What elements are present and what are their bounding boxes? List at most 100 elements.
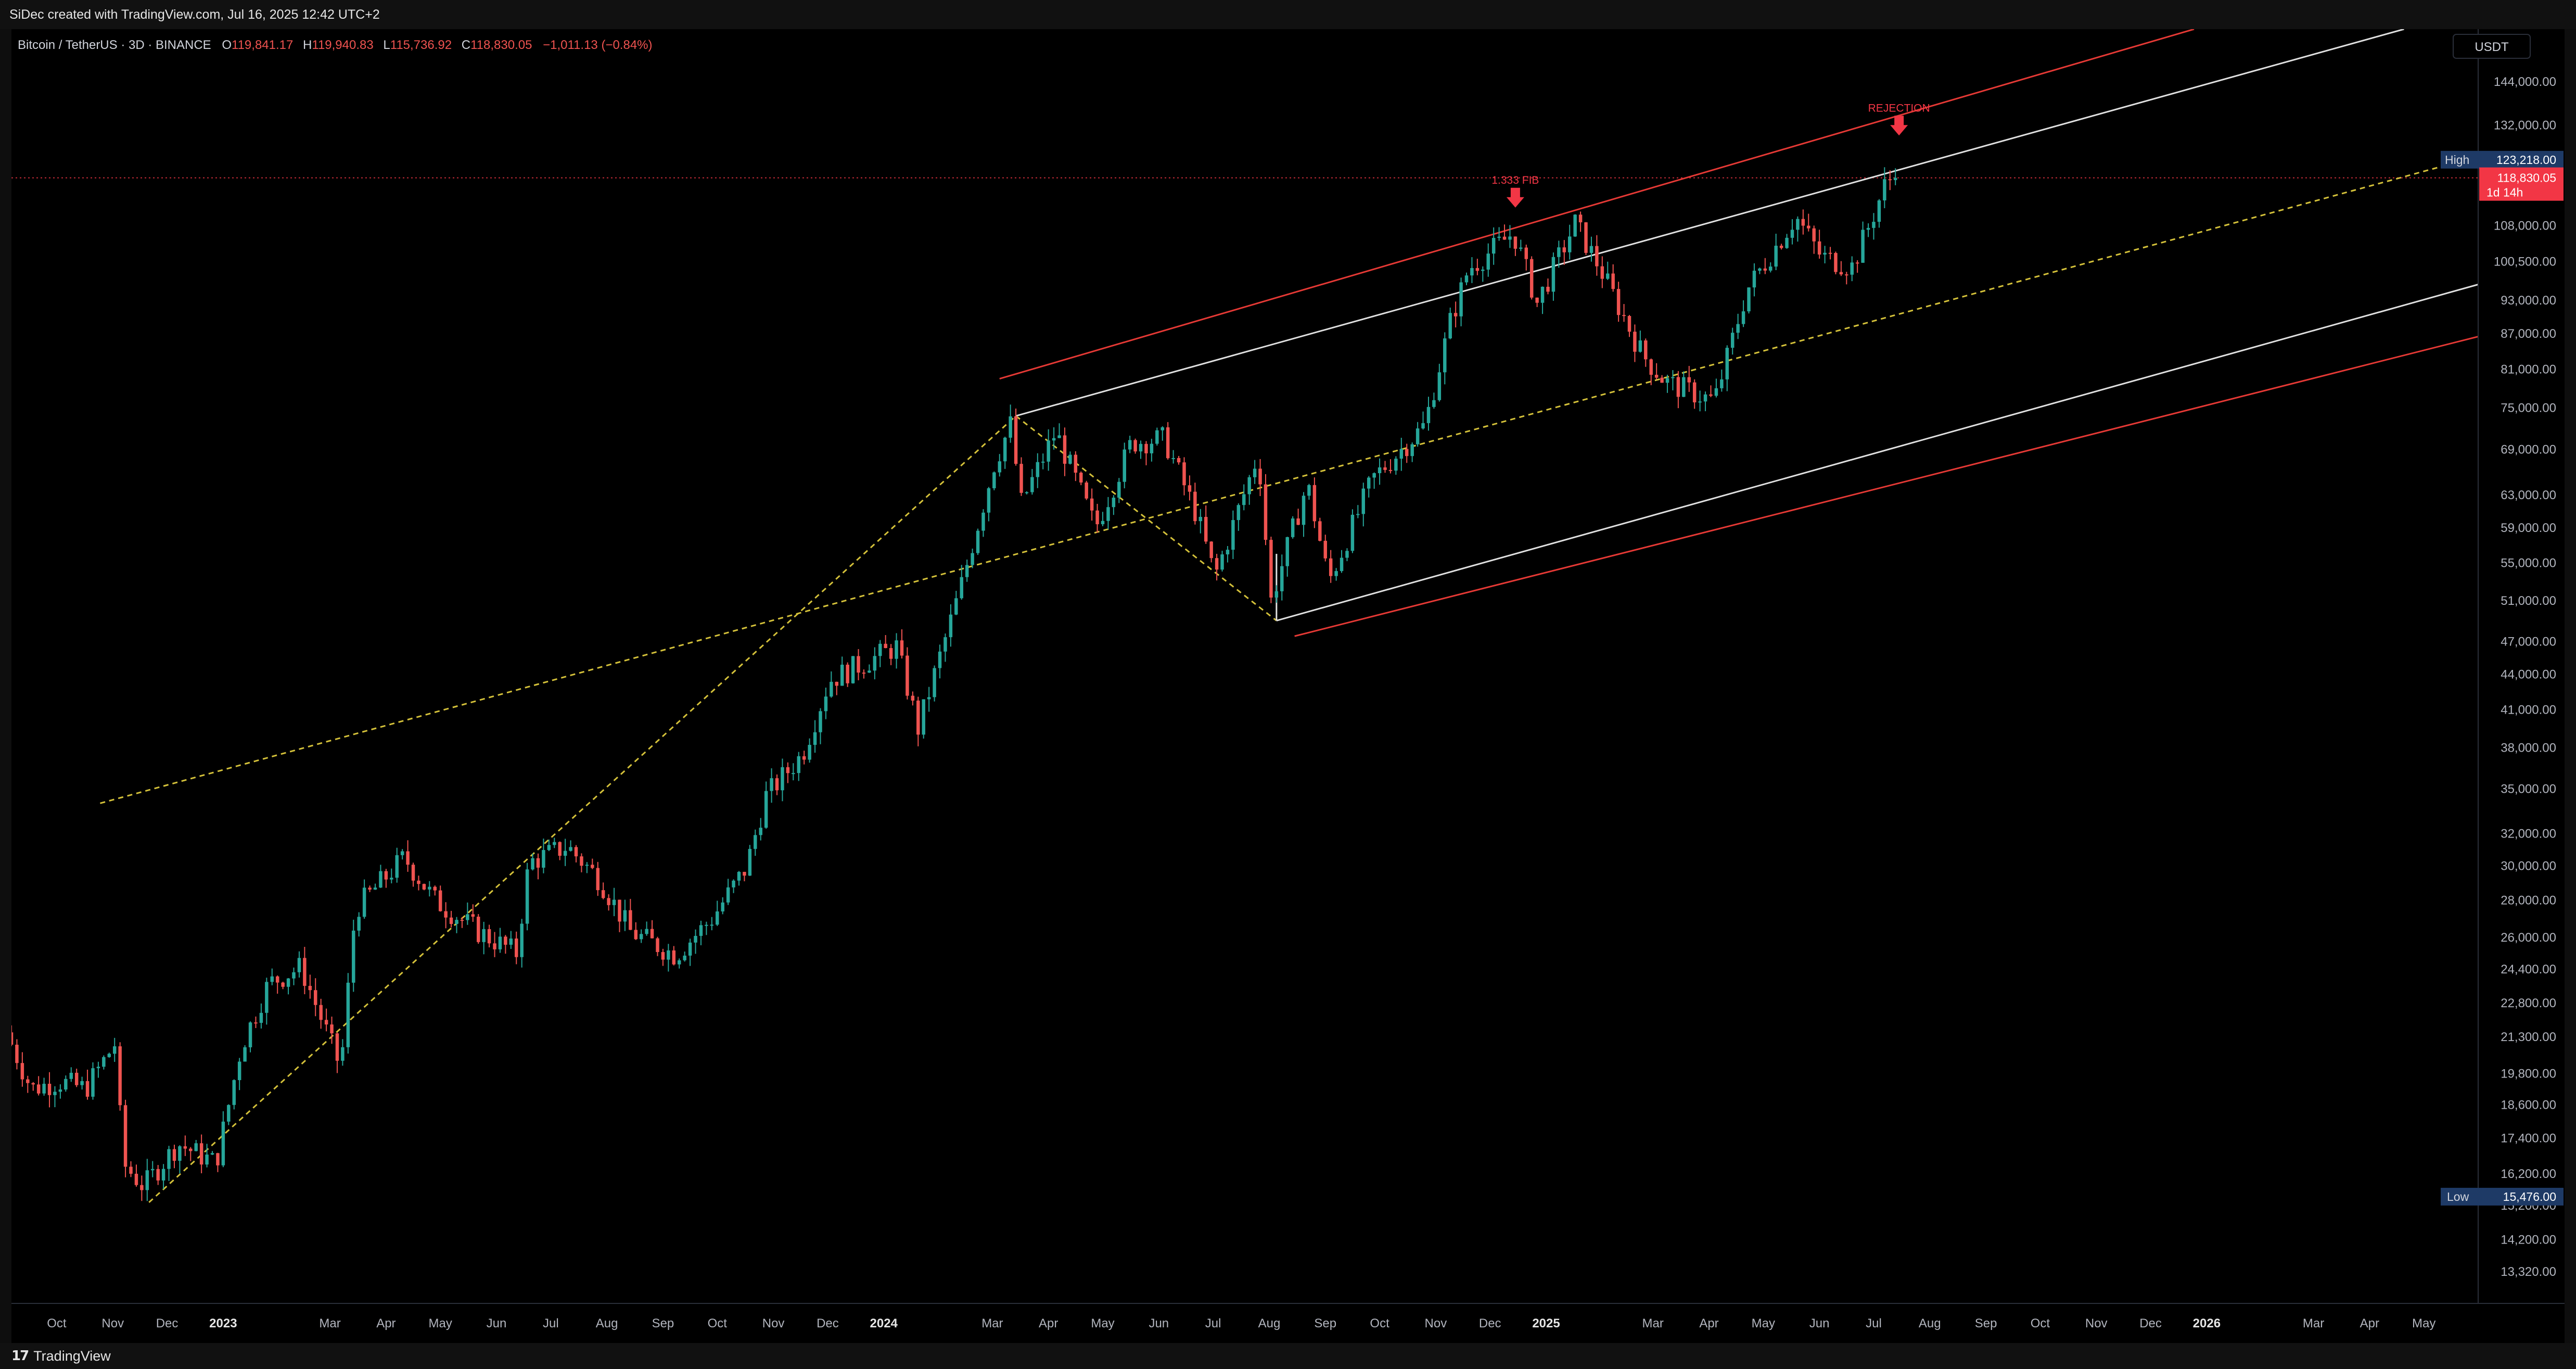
price-axis[interactable]: 144,000.00 132,000.00 108,000.00 100,500.00… [2441, 29, 2565, 1343]
candle-body [678, 960, 681, 965]
candle-body [634, 930, 638, 940]
candle [525, 863, 529, 931]
price-tick-label: 75,000.00 [2501, 401, 2556, 415]
candle-body [645, 929, 648, 934]
candle-body [1041, 461, 1045, 463]
candle [1519, 239, 1523, 251]
candle-body [210, 1153, 214, 1155]
time-tick-label: Nov [762, 1316, 785, 1330]
candle-body [400, 851, 404, 855]
candle-body [1774, 246, 1778, 267]
currency-button[interactable] [2453, 34, 2531, 59]
candle [96, 1061, 100, 1078]
candle [754, 829, 757, 856]
candle-body [275, 976, 279, 983]
candle [900, 629, 904, 659]
candle [1177, 455, 1181, 465]
candle-body [248, 1022, 252, 1047]
candle [346, 973, 350, 1054]
candle [1464, 272, 1469, 285]
candle [1426, 397, 1431, 431]
candle-body [58, 1089, 62, 1092]
candle [292, 967, 296, 985]
candle-body [987, 488, 991, 513]
candle-body [1861, 230, 1865, 263]
candle [1312, 477, 1317, 528]
candle [840, 656, 844, 686]
candle-body [1269, 540, 1273, 598]
candle [819, 708, 822, 744]
candle-body [1687, 377, 1691, 383]
candle [1030, 468, 1034, 495]
candle-body [42, 1084, 46, 1094]
candle-body [449, 917, 453, 924]
candle-body [31, 1083, 35, 1085]
chart-frame[interactable]: 1.333 FIB REJECTION 144,000.00 132,000.00 1… [11, 29, 2565, 1343]
candle-body [922, 699, 925, 735]
time-tick-label: Nov [1425, 1316, 1447, 1330]
candle [536, 853, 540, 880]
candle [1047, 429, 1050, 471]
annotation-label: REJECTION [1868, 102, 1930, 114]
candle-body [639, 934, 643, 940]
candle [1291, 516, 1295, 539]
candle-body [1671, 377, 1675, 378]
candle [971, 548, 974, 568]
candle [189, 1147, 193, 1161]
candle-body [1703, 394, 1707, 402]
price-tick-label: 21,300.00 [2501, 1030, 2556, 1044]
candle [1529, 256, 1534, 300]
price-tick-label: 24,400.00 [2501, 962, 2556, 977]
price-tick-label: 41,000.00 [2501, 703, 2556, 717]
candle-body [1600, 266, 1604, 279]
tradingview-logo[interactable]: 17 TradingView [0, 1348, 111, 1364]
candle [1117, 478, 1121, 503]
candle [243, 1045, 247, 1062]
candle [1388, 459, 1393, 474]
candle-body [1589, 246, 1593, 253]
time-tick-label: May [2412, 1316, 2435, 1330]
candle-body [417, 880, 420, 884]
candle-body [64, 1079, 68, 1090]
candle-body [1513, 236, 1517, 249]
candle [1654, 363, 1659, 380]
candle-body [813, 732, 817, 745]
currency-selector[interactable]: USDT [2453, 34, 2531, 59]
candle [1698, 390, 1702, 412]
high-label: H [303, 38, 312, 52]
time-tick-label: Sep [652, 1316, 674, 1330]
candle [1399, 437, 1404, 471]
candle-body [916, 700, 920, 735]
top-bar: SiDec created with TradingView.com, Jul … [0, 0, 2576, 29]
candle-body [601, 890, 605, 898]
candle-body [308, 985, 312, 991]
candle [1883, 167, 1886, 208]
candle-body [1812, 228, 1816, 242]
candle [1383, 461, 1387, 473]
candle-body [683, 955, 686, 960]
time-tick-label: Aug [1919, 1316, 1941, 1330]
candle [1769, 262, 1772, 273]
candle-body [797, 756, 801, 774]
candle [1182, 457, 1186, 496]
candle-body [1047, 440, 1050, 462]
red-channel-upper-line [999, 29, 2195, 380]
candle [210, 1151, 214, 1155]
candle [775, 774, 779, 795]
candle [868, 664, 871, 673]
candle [1736, 313, 1740, 339]
candle-body [770, 778, 773, 791]
time-axis[interactable]: Oct Nov Dec 2023 Mar Apr May Jun Jul Aug Sep Oct Nov… [11, 1303, 2565, 1343]
candle-body [69, 1072, 73, 1079]
candle [601, 882, 605, 899]
candle-body [574, 847, 578, 857]
time-tick-label: May [1752, 1316, 1775, 1330]
candle-body [1796, 219, 1800, 230]
candle-body [992, 472, 996, 488]
candle [1861, 221, 1865, 263]
candle [976, 528, 980, 555]
candle-body [819, 711, 822, 732]
candle [1318, 517, 1322, 542]
candle [1687, 366, 1691, 392]
